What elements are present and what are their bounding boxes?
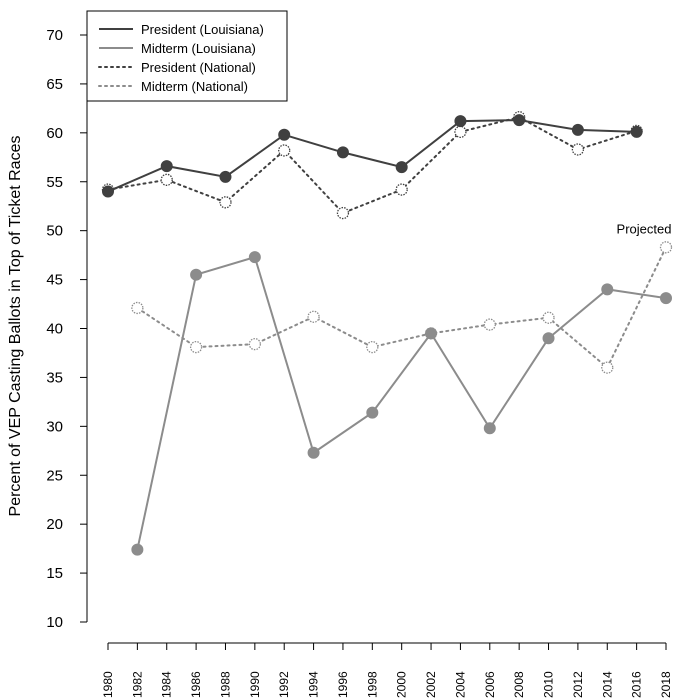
data-point-president-louisiana (513, 114, 526, 127)
series-layer (101, 111, 673, 556)
data-point-midterm-national (366, 340, 379, 354)
data-point-president-louisiana (630, 125, 643, 138)
data-point-midterm-louisiana (366, 406, 379, 419)
data-point-president-national (219, 196, 232, 209)
x-tick-label: 1984 (160, 671, 174, 698)
data-point-midterm-national (189, 340, 203, 354)
x-tick-label: 2016 (630, 671, 644, 698)
data-point-midterm-louisiana (248, 251, 261, 264)
data-point-president-louisiana (278, 128, 291, 141)
legend: President (Louisiana) Midterm (Louisiana)… (86, 10, 288, 102)
x-tick-label: 1994 (307, 671, 321, 698)
legend-label: Midterm (Louisiana) (141, 41, 256, 56)
x-tick-label: 2018 (659, 671, 673, 698)
y-tick-label: 55 (46, 174, 63, 191)
axes-layer: 10 15 20 25 30 35 40 45 50 55 60 65 70 1980 1982 1984 19… (46, 27, 673, 698)
data-point-president-national (454, 125, 467, 139)
data-point-midterm-national (307, 310, 320, 323)
series-line-president-national (107, 116, 638, 215)
x-tick-label: 2010 (542, 671, 556, 698)
data-point-midterm-louisiana (190, 268, 203, 281)
y-tick-label: 50 (46, 223, 63, 240)
x-tick-label: 2012 (571, 671, 585, 698)
x-tick-label: 2014 (600, 671, 614, 698)
x-tick-label: 2002 (424, 671, 438, 698)
data-point-midterm-louisiana (131, 543, 144, 556)
x-tick-label: 1990 (248, 671, 262, 698)
data-point-midterm-national (542, 311, 555, 324)
data-point-president-national (278, 144, 291, 157)
x-tick-label: 2004 (453, 671, 467, 698)
y-tick-label: 60 (46, 125, 63, 142)
data-point-midterm-national (248, 338, 261, 351)
legend-label: President (Louisiana) (141, 22, 264, 37)
data-point-president-louisiana (219, 170, 232, 183)
legend-box (86, 10, 288, 102)
data-point-midterm-national (131, 301, 144, 315)
y-tick-label: 10 (46, 614, 63, 631)
x-tick-label: 1988 (218, 671, 232, 698)
data-point-midterm-national (601, 361, 614, 374)
y-tick-label: 70 (46, 27, 63, 44)
y-tick-label: 30 (46, 418, 63, 435)
y-tick-label: 45 (46, 272, 63, 289)
x-tick-label: 1982 (130, 671, 144, 698)
data-point-president-national (395, 183, 408, 196)
data-point-president-louisiana (160, 160, 173, 173)
data-point-midterm-louisiana (660, 292, 672, 305)
legend-label: Midterm (National) (141, 79, 248, 94)
projected-annotation: Projected (617, 221, 672, 236)
y-tick-label: 25 (46, 467, 63, 484)
data-point-president-louisiana (336, 146, 349, 159)
x-tick-label: 1996 (336, 671, 350, 698)
data-point-president-louisiana (454, 115, 467, 128)
series-line-president-louisiana (107, 119, 637, 193)
data-point-president-louisiana (102, 185, 114, 198)
data-point-president-national (160, 173, 173, 186)
x-tick-label: 1992 (277, 671, 291, 698)
series-line-midterm-louisiana (136, 255, 667, 550)
y-tick-label: 15 (46, 565, 63, 582)
y-axis-title: Percent of VEP Casting Ballots in Top of… (7, 136, 24, 517)
y-tick-label: 35 (46, 369, 63, 386)
data-point-midterm-louisiana (483, 422, 496, 435)
y-tick-label: 20 (46, 516, 63, 533)
data-point-president-louisiana (571, 123, 584, 136)
data-point-midterm-national (659, 241, 673, 254)
data-point-president-national (336, 206, 350, 220)
x-tick-label: 2000 (395, 671, 409, 698)
y-tick-label: 40 (46, 321, 63, 338)
series-line-midterm-national (136, 246, 667, 370)
y-tick-label: 65 (46, 76, 63, 93)
x-tick-label: 1980 (101, 671, 115, 698)
data-point-midterm-louisiana (542, 332, 555, 345)
data-point-president-louisiana (395, 161, 408, 174)
data-point-midterm-louisiana (425, 327, 438, 340)
legend-label: President (National) (141, 60, 256, 75)
x-tick-label: 1986 (189, 671, 203, 698)
data-point-midterm-national (483, 318, 496, 331)
x-tick-label: 1998 (365, 671, 379, 698)
data-point-president-national (571, 143, 585, 156)
x-tick-label: 2008 (512, 671, 526, 698)
x-tick-label: 2006 (483, 671, 497, 698)
data-point-midterm-louisiana (601, 283, 614, 296)
data-point-midterm-louisiana (307, 446, 320, 459)
